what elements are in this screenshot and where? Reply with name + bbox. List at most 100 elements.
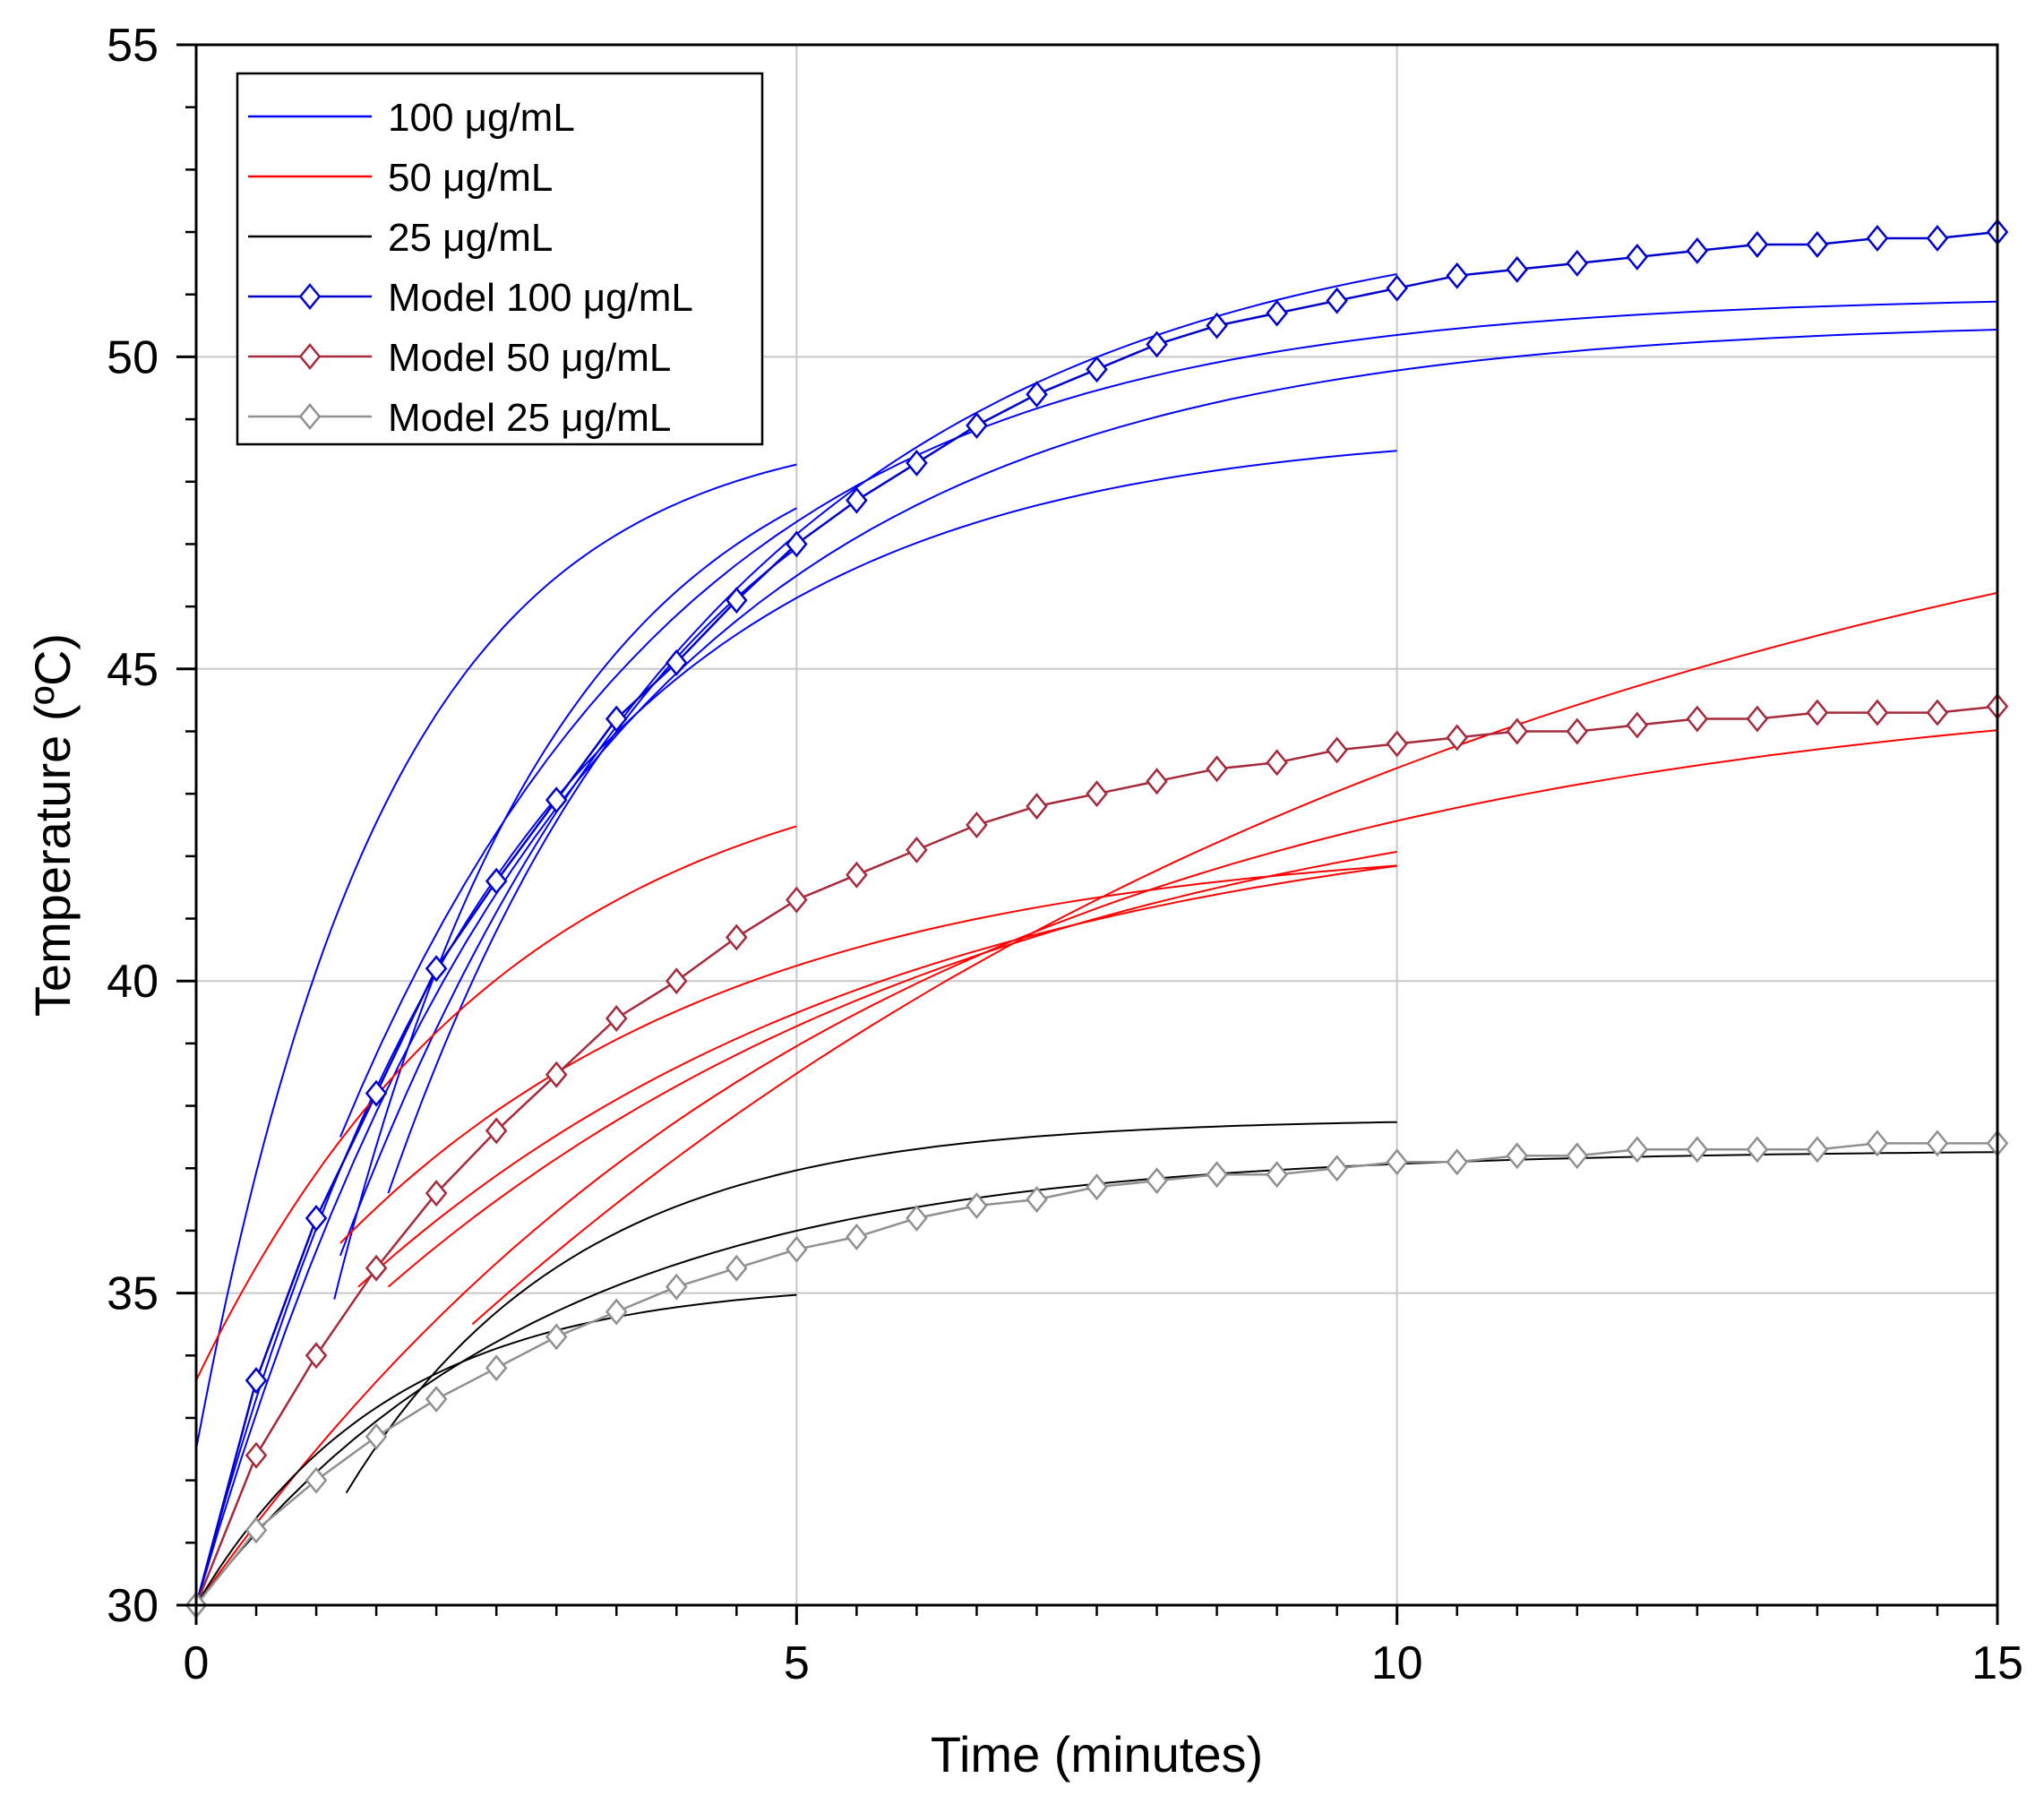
experimental-curve-9 [339,864,1397,1244]
legend-label: 25 μg/mL [388,216,553,260]
model-point [846,486,868,514]
model-point [786,886,808,914]
model-point [1686,705,1709,733]
model-point [906,1205,928,1232]
model-point [1806,231,1829,258]
model-point [846,861,868,889]
model-series-0 [185,219,2009,1619]
experimental-curve-10 [357,864,1397,1288]
model-point [1026,381,1048,408]
model-line [195,1142,1997,1606]
legend-entry: Model 25 μg/mL [248,396,671,440]
model-point [726,587,748,614]
model-point [305,1205,328,1232]
model-point [605,705,628,733]
model-point [1866,1130,1889,1157]
model-point [1206,1161,1228,1189]
model-point [1866,225,1889,252]
model-point [1446,1148,1468,1176]
y-tick-label: 30 [107,1580,159,1632]
model-point [1926,225,1949,252]
legend-label: 100 μg/mL [388,96,575,140]
experimental-curve-5 [333,507,797,1300]
experimental-curve-3 [339,300,1998,1138]
model-point [906,836,928,863]
axis-ticks: 0 5 10 15 30 35 40 45 50 55 [107,20,2023,1689]
model-series-2 [185,1130,2009,1619]
model-point [305,1342,328,1370]
legend-entry: 100 μg/mL [248,96,575,140]
model-point [1326,736,1348,764]
model-point [846,1223,868,1250]
model-point [1926,1130,1949,1157]
x-axis-label: Time (minutes) [931,1726,1263,1783]
legend: 100 μg/mL 50 μg/mL 25 μg/mL Model 100 μg/mL… [236,72,764,446]
legend-label: Model 100 μg/mL [388,276,693,320]
experimental-curve-4 [339,273,1397,1257]
model-point [665,1273,688,1301]
model-point [1566,1142,1589,1170]
y-axis-label: Temperature (ºC) [24,633,81,1017]
y-tick-label: 40 [107,956,159,1008]
model-point [1146,768,1168,795]
model-point [485,867,508,895]
legend-entry: 50 μg/mL [248,156,553,200]
model-point [1506,255,1529,283]
model-point [726,923,748,951]
model-point [1086,356,1108,383]
model-point [1746,1136,1769,1164]
experimental-curve-12 [471,591,1998,1326]
x-tick-label: 0 [184,1637,210,1689]
model-point [1806,699,1829,726]
model-point [1386,1148,1408,1176]
legend-entry: Model 100 μg/mL [248,276,693,320]
model-point [1146,1167,1168,1195]
model-point [1686,1136,1709,1164]
legend-swatch-diamond [298,343,322,370]
experimental-curve-6 [387,547,797,1194]
model-point [485,1117,508,1145]
x-tick-label: 10 [1371,1637,1423,1689]
model-point [425,1386,448,1413]
model-point [1206,755,1228,783]
model-point [1386,730,1408,758]
model-point [1026,1186,1048,1214]
model-point [1506,717,1529,745]
legend-swatch-diamond [298,403,322,430]
model-point [365,1254,388,1282]
model-series-1 [185,692,2009,1619]
model-point [726,1254,748,1282]
legend-entry: Model 50 μg/mL [248,336,671,380]
model-point [365,1422,388,1450]
model-point [966,812,988,838]
experimental-curve-15 [195,1151,1998,1606]
model-point [1206,312,1228,339]
model-point [1926,699,1949,726]
model-point [665,649,688,676]
experimental-curve-7 [195,825,797,1381]
legend-entry: 25 μg/mL [248,216,553,260]
model-point [1326,1155,1348,1182]
model-point [966,412,988,440]
experimental-curve-14 [345,1121,1397,1494]
y-tick-label: 50 [107,331,159,383]
model-point [786,530,808,558]
model-point [1566,717,1589,745]
model-point [1146,331,1168,358]
experimental-curve-13 [195,1293,797,1606]
experimental-curve-8 [195,729,1998,1606]
model-point [425,1180,448,1207]
model-point [1806,1136,1829,1164]
model-point [545,1061,568,1088]
model-point [485,1354,508,1382]
x-tick-label: 15 [1971,1637,2023,1689]
model-point [1446,724,1468,752]
legend-label: Model 25 μg/mL [388,396,671,440]
model-point [1026,793,1048,820]
model-point [1746,705,1769,733]
model-point [245,1367,268,1395]
y-tick-label: 55 [107,20,159,72]
y-tick-label: 35 [107,1268,159,1320]
model-point [1086,1173,1108,1201]
